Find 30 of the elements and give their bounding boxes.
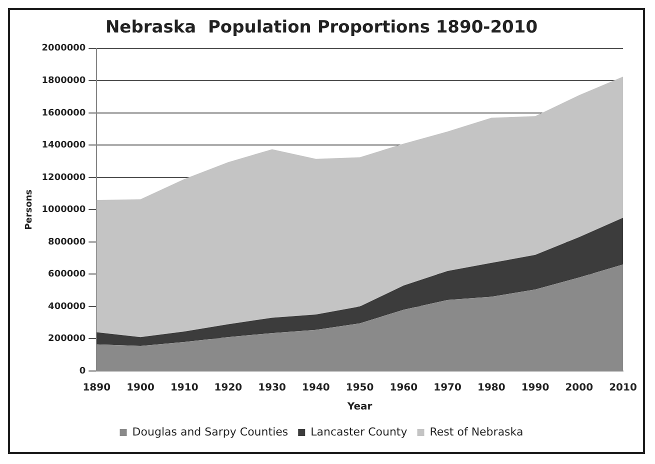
y-tick-label: 800000 xyxy=(48,237,86,248)
legend-label: Rest of Nebraska xyxy=(430,425,524,438)
x-tick-label: 1910 xyxy=(170,382,198,394)
x-tick-label: 1940 xyxy=(302,382,330,394)
y-tick-label: 1800000 xyxy=(42,76,86,86)
x-axis-title: Year xyxy=(346,402,372,413)
chart-title: Nebraska Population Proportions 1890-2010 xyxy=(105,18,538,38)
x-tick-label: 2000 xyxy=(565,382,594,394)
x-tick-label: 1900 xyxy=(126,382,154,394)
x-tick-label: 1930 xyxy=(258,382,286,394)
y-tick-label: 1400000 xyxy=(42,140,86,151)
y-tick-label: 1000000 xyxy=(42,205,86,216)
legend-label: Lancaster County xyxy=(310,425,408,438)
x-tick-label: 1990 xyxy=(521,382,550,394)
x-tick-label: 1960 xyxy=(390,382,418,394)
x-tick-label: 1950 xyxy=(346,382,374,394)
x-tick-label: 1980 xyxy=(477,382,506,394)
legend-label: Douglas and Sarpy Counties xyxy=(132,425,288,438)
x-tick-label: 1970 xyxy=(434,382,462,394)
x-tick-label: 2010 xyxy=(609,382,637,394)
y-tick-label: 2000000 xyxy=(42,44,86,54)
y-tick-label: 200000 xyxy=(48,334,86,344)
y-tick-label: 1200000 xyxy=(42,172,86,183)
y-axis-title: Persons xyxy=(24,189,35,230)
x-tick-label: 1920 xyxy=(214,382,242,394)
x-tick-label: 1890 xyxy=(82,382,111,394)
y-tick-label: 0 xyxy=(79,366,86,376)
y-tick-label: 1600000 xyxy=(42,108,86,118)
y-tick-label: 400000 xyxy=(48,302,86,312)
y-tick-label: 600000 xyxy=(48,270,86,280)
